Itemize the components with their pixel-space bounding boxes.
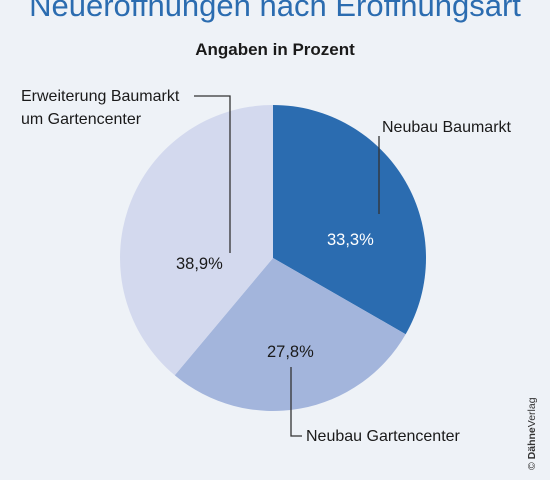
copyright-suffix: Verlag [526, 397, 538, 428]
slice-name-erweiterung-line2: um Gartencenter [21, 111, 142, 128]
pie-value-labels: 33,3% 27,8% 38,9% [176, 231, 374, 361]
value-label-erweiterung: 38,9% [176, 255, 223, 273]
copyright-brand: Dähne [526, 427, 538, 460]
pie-callouts: Neubau Baumarkt Neubau Gartencenter Erwe… [21, 88, 512, 445]
copyright-symbol: © [526, 462, 538, 470]
chart-title: Neueröffnungen nach Eröffnungsart [29, 0, 521, 23]
slice-name-neubau-baumarkt: Neubau Baumarkt [382, 119, 512, 136]
value-label-neubau-baumarkt: 33,3% [327, 231, 374, 249]
pie-slice-2 [120, 105, 273, 376]
copyright-notice: © DähneVerlag [526, 397, 538, 470]
slice-name-erweiterung-line1: Erweiterung Baumarkt [21, 88, 180, 105]
callout-line-erweiterung [194, 95, 231, 253]
slice-name-neubau-gartencenter: Neubau Gartencenter [306, 428, 461, 445]
value-label-neubau-gartencenter: 27,8% [267, 343, 314, 361]
pie-slices [120, 105, 426, 411]
pie-slice-1 [174, 258, 406, 411]
chart-subtitle: Angaben in Prozent [195, 40, 355, 59]
pie-slice-0 [273, 105, 426, 335]
callout-line-neubau-gartencenter [290, 367, 302, 437]
